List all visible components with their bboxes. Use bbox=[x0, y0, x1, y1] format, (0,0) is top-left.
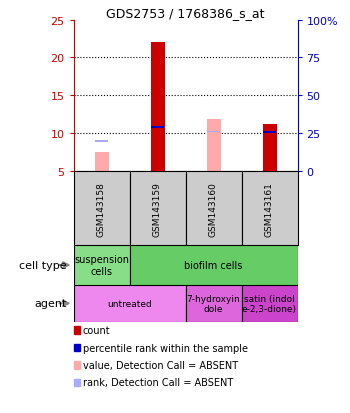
Bar bbox=[207, 131, 220, 133]
Text: value, Detection Call = ABSENT: value, Detection Call = ABSENT bbox=[83, 360, 238, 370]
Bar bbox=[262, 125, 276, 171]
Text: biofilm cells: biofilm cells bbox=[184, 260, 243, 271]
Title: GDS2753 / 1768386_s_at: GDS2753 / 1768386_s_at bbox=[106, 7, 265, 19]
Bar bbox=[94, 152, 108, 171]
Text: agent: agent bbox=[34, 299, 66, 309]
Text: GSM143160: GSM143160 bbox=[209, 181, 218, 236]
Bar bbox=[241, 285, 298, 322]
Text: suspension
cells: suspension cells bbox=[74, 254, 129, 276]
Bar bbox=[186, 171, 241, 246]
Bar bbox=[74, 285, 186, 322]
Bar bbox=[74, 246, 130, 285]
Bar bbox=[151, 127, 164, 128]
Bar bbox=[74, 171, 130, 246]
Text: satin (indol
e-2,3-dione): satin (indol e-2,3-dione) bbox=[242, 294, 297, 313]
Text: GSM143161: GSM143161 bbox=[265, 181, 274, 236]
Bar bbox=[130, 246, 298, 285]
Text: cell type: cell type bbox=[19, 260, 66, 271]
Text: count: count bbox=[83, 325, 110, 335]
Text: percentile rank within the sample: percentile rank within the sample bbox=[83, 343, 247, 353]
Text: rank, Detection Call = ABSENT: rank, Detection Call = ABSENT bbox=[83, 377, 233, 387]
Text: untreated: untreated bbox=[107, 299, 152, 308]
Bar bbox=[130, 171, 186, 246]
Bar bbox=[95, 140, 108, 142]
Bar bbox=[186, 285, 241, 322]
Bar bbox=[263, 132, 276, 134]
Bar bbox=[241, 171, 298, 246]
Text: GSM143158: GSM143158 bbox=[97, 181, 106, 236]
Text: 7-hydroxyin
dole: 7-hydroxyin dole bbox=[187, 294, 240, 313]
Bar bbox=[150, 43, 164, 171]
Text: GSM143159: GSM143159 bbox=[153, 181, 162, 236]
Bar bbox=[206, 120, 220, 171]
